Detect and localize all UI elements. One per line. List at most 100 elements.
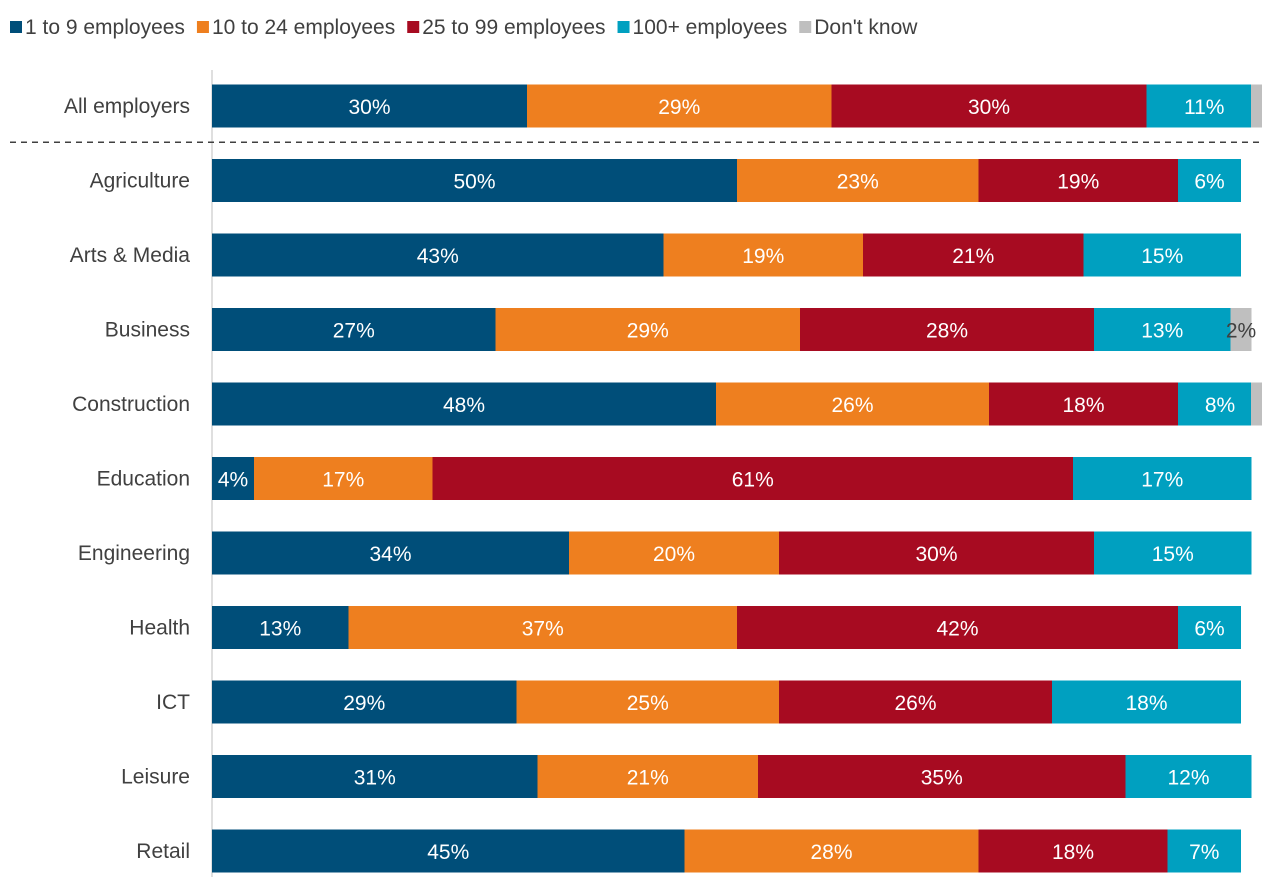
bar-segment-25-to-99-employees-education [432, 457, 1073, 500]
bar-segment-25-to-99-employees-ict [779, 680, 1052, 724]
bar-segment-10-to-24-employees-construction [716, 382, 989, 426]
bar-segment-10-to-24-employees-health [348, 606, 737, 649]
legend-label-25-to-99-employees[interactable]: 25 to 99 employees [422, 16, 605, 39]
bar-segment-25-to-99-employees-business [800, 308, 1094, 351]
legend-swatch-1-to-9-employees [10, 21, 22, 33]
data-label-25-to-99-employees-business: 28% [926, 320, 968, 343]
data-label-10-to-24-employees-retail: 28% [810, 841, 852, 864]
data-label-1-to-9-employees-ict: 29% [343, 692, 385, 715]
data-label-10-to-24-employees-business: 29% [627, 320, 669, 343]
bar-segment-25-to-99-employees-leisure [758, 755, 1126, 798]
data-label-100-employees-ict: 18% [1125, 692, 1167, 715]
bar-segment-10-to-24-employees-business [495, 308, 800, 351]
data-label-1-to-9-employees-education: 4% [218, 469, 248, 492]
data-label-25-to-99-employees-health: 42% [936, 618, 978, 641]
data-label-100-employees-retail: 7% [1189, 841, 1219, 864]
bar-segment-1-to-9-employees-arts-and-media [212, 233, 664, 277]
data-label-25-to-99-employees-ict: 26% [894, 692, 936, 715]
bar-segment-100-employees-all-employers [1146, 84, 1262, 128]
legend-swatch-don-t-know [799, 21, 812, 33]
data-label-25-to-99-employees-construction: 18% [1062, 394, 1104, 417]
data-label-100-employees-construction: 8% [1205, 394, 1235, 417]
bar-segment-1-to-9-employees-leisure [212, 755, 538, 798]
bar-segment-100-employees-retail [1167, 829, 1241, 873]
data-label-1-to-9-employees-construction: 48% [443, 394, 485, 417]
category-label-engineering: Engineering [78, 542, 190, 565]
data-label-100-employees-all-employers: 11% [1184, 96, 1224, 119]
legend-label-100-employees[interactable]: 100+ employees [633, 16, 788, 39]
data-label-1-to-9-employees-engineering: 34% [369, 543, 411, 566]
category-label-health: Health [129, 617, 190, 640]
bar-segment-100-employees-business [1094, 308, 1231, 351]
bar-segment-10-to-24-employees-agriculture [737, 159, 979, 202]
data-label-10-to-24-employees-agriculture: 23% [837, 171, 879, 194]
data-label-100-employees-leisure: 12% [1167, 767, 1209, 790]
category-label-leisure: Leisure [121, 766, 190, 789]
category-label-education: Education [97, 468, 190, 491]
category-label-retail: Retail [136, 840, 190, 863]
bar-segment-1-to-9-employees-business [212, 308, 496, 351]
bar-segment-10-to-24-employees-retail [684, 829, 979, 873]
bar-segment-25-to-99-employees-health [737, 606, 1178, 649]
data-label-25-to-99-employees-retail: 18% [1052, 841, 1094, 864]
bar-segment-25-to-99-employees-all-employers [831, 84, 1147, 128]
bar-segment-10-to-24-employees-arts-and-media [663, 233, 863, 277]
data-label-100-employees-education: 17% [1141, 469, 1183, 492]
data-label-1-to-9-employees-all-employers: 30% [348, 96, 390, 119]
bar-segment-10-to-24-employees-ict [516, 680, 779, 724]
data-label-10-to-24-employees-leisure: 21% [627, 767, 669, 790]
bar-segment-1-to-9-employees-construction [212, 382, 716, 426]
data-label-1-to-9-employees-arts-and-media: 43% [417, 245, 459, 268]
legend-label-1-to-9-employees[interactable]: 1 to 9 employees [25, 16, 185, 39]
bar-segment-10-to-24-employees-engineering [569, 531, 779, 575]
bar-segment-100-employees-ict [1052, 680, 1241, 724]
data-label-10-to-24-employees-education: 17% [322, 469, 364, 492]
bar-segment-1-to-9-employees-engineering [212, 531, 569, 575]
bar-segment-100-employees-construction [1178, 382, 1262, 426]
data-label-25-to-99-employees-leisure: 35% [921, 767, 963, 790]
category-label-agriculture: Agriculture [90, 170, 190, 193]
data-label-25-to-99-employees-all-employers: 30% [968, 96, 1010, 119]
data-label-10-to-24-employees-health: 37% [522, 618, 564, 641]
data-label-100-employees-business: 13% [1141, 320, 1183, 343]
data-label-1-to-9-employees-retail: 45% [427, 841, 469, 864]
bar-segment-100-employees-engineering [1094, 531, 1252, 575]
legend-swatch-10-to-24-employees [196, 21, 209, 33]
data-label-1-to-9-employees-agriculture: 50% [453, 171, 495, 194]
category-label-business: Business [105, 319, 190, 342]
bar-segment-10-to-24-employees-leisure [537, 755, 758, 798]
bar-segment-1-to-9-employees-health [212, 606, 349, 649]
data-label-1-to-9-employees-health: 13% [259, 618, 301, 641]
data-label-100-employees-agriculture: 6% [1194, 171, 1224, 194]
bar-segment-don-t-know-business [1230, 308, 1252, 351]
data-label-don-t-know-business: 2% [1226, 320, 1256, 343]
data-label-25-to-99-employees-agriculture: 19% [1057, 171, 1099, 194]
data-label-10-to-24-employees-construction: 26% [831, 394, 873, 417]
data-label-25-to-99-employees-education: 61% [732, 469, 774, 492]
bar-segment-don-t-know-construction [1251, 382, 1262, 426]
data-label-25-to-99-employees-arts-and-media: 21% [952, 245, 994, 268]
bar-segment-10-to-24-employees-all-employers [527, 84, 832, 128]
bar-segment-1-to-9-employees-all-employers [212, 84, 527, 128]
bar-segment-1-to-9-employees-ict [212, 680, 517, 724]
category-label-all-employers: All employers [64, 95, 190, 118]
bar-segment-100-employees-education [1073, 457, 1252, 500]
bar-segment-1-to-9-employees-agriculture [212, 159, 737, 202]
legend-label-10-to-24-employees[interactable]: 10 to 24 employees [212, 16, 395, 39]
bar-segment-don-t-know-all-employers [1251, 84, 1262, 128]
category-label-ict: ICT [156, 691, 190, 714]
data-label-100-employees-arts-and-media: 15% [1141, 245, 1183, 268]
bar-segment-100-employees-agriculture [1178, 159, 1241, 202]
bar-segment-1-to-9-employees-education [212, 457, 254, 500]
bar-segment-100-employees-health [1178, 606, 1241, 649]
legend-label-don-t-know[interactable]: Don't know [814, 16, 918, 39]
legend-swatch-25-to-99-employees [407, 21, 420, 33]
data-label-1-to-9-employees-leisure: 31% [354, 767, 396, 790]
bar-segment-25-to-99-employees-construction [989, 382, 1178, 426]
data-label-10-to-24-employees-arts-and-media: 19% [742, 245, 784, 268]
data-label-100-employees-engineering: 15% [1152, 543, 1194, 566]
category-label-arts-and-media: Arts & Media [70, 244, 191, 267]
bar-segment-100-employees-arts-and-media [1083, 233, 1241, 277]
